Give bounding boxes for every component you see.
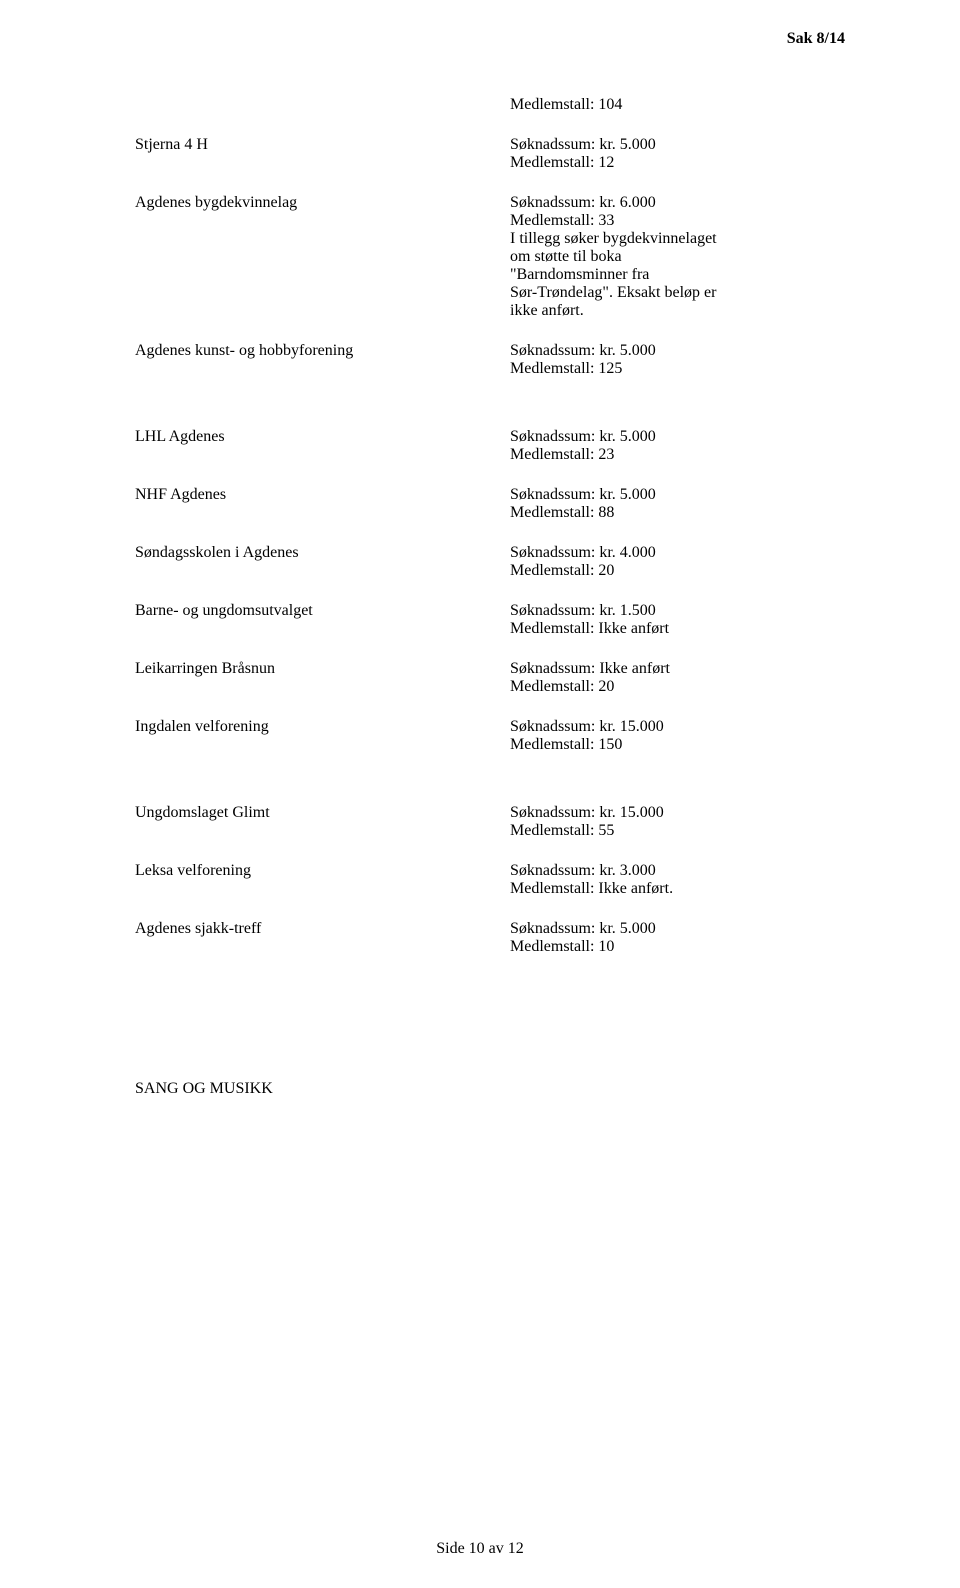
entry-row: Barne- og ungdomsutvalget Søknadssum: kr…	[135, 602, 845, 638]
entry-row: Agdenes bygdekvinnelag Søknadssum: kr. 6…	[135, 194, 845, 320]
entry-line: om støtte til boka	[510, 248, 845, 266]
entry-line: Medlemstall: Ikke anført	[510, 620, 845, 638]
entry-line: Medlemstall: 150	[510, 736, 845, 754]
entry-row: Agdenes kunst- og hobbyforening Søknadss…	[135, 342, 845, 378]
entry-name: Agdenes kunst- og hobbyforening	[135, 342, 510, 378]
entry-line: Medlemstall: 55	[510, 822, 845, 840]
entry-line: I tillegg søker bygdekvinnelaget	[510, 230, 845, 248]
entry-line: Medlemstall: Ikke anført.	[510, 880, 845, 898]
entry-line: Søknadssum: Ikke anført	[510, 660, 845, 678]
entry-name: Leksa velforening	[135, 862, 510, 898]
entry-line: Søknadssum: kr. 4.000	[510, 544, 845, 562]
entry-name: Leikarringen Bråsnun	[135, 660, 510, 696]
entry-row: Søndagsskolen i Agdenes Søknadssum: kr. …	[135, 544, 845, 580]
entry-line: "Barndomsminner fra	[510, 266, 845, 284]
entry-line: Søknadssum: kr. 15.000	[510, 718, 845, 736]
entry-line: Søknadssum: kr. 6.000	[510, 194, 845, 212]
entry-row: Ingdalen velforening Søknadssum: kr. 15.…	[135, 718, 845, 754]
entry-row: NHF Agdenes Søknadssum: kr. 5.000 Medlem…	[135, 486, 845, 522]
page-header-sak: Sak 8/14	[135, 30, 845, 48]
entry-details: Søknadssum: kr. 5.000 Medlemstall: 10	[510, 920, 845, 956]
entry-line: Søknadssum: kr. 5.000	[510, 920, 845, 938]
entry-line: Medlemstall: 20	[510, 678, 845, 696]
entry-row: Leksa velforening Søknadssum: kr. 3.000 …	[135, 862, 845, 898]
entry-line: Medlemstall: 125	[510, 360, 845, 378]
entry-line: Søknadssum: kr. 5.000	[510, 486, 845, 504]
entry-row: LHL Agdenes Søknadssum: kr. 5.000 Medlem…	[135, 428, 845, 464]
entry-row: Leikarringen Bråsnun Søknadssum: Ikke an…	[135, 660, 845, 696]
entry-row: Stjerna 4 H Søknadssum: kr. 5.000 Medlem…	[135, 136, 845, 172]
entry-line: Medlemstall: 10	[510, 938, 845, 956]
entry-line: Medlemstall: 33	[510, 212, 845, 230]
entry-line: Søknadssum: kr. 15.000	[510, 804, 845, 822]
entry-line: Søknadssum: kr. 5.000	[510, 428, 845, 446]
entry-line: Medlemstall: 88	[510, 504, 845, 522]
entry-line: ikke anført.	[510, 302, 845, 320]
entry-details: Søknadssum: kr. 5.000 Medlemstall: 125	[510, 342, 845, 378]
entry-name: Ingdalen velforening	[135, 718, 510, 754]
entry-name: Barne- og ungdomsutvalget	[135, 602, 510, 638]
entry-details: Søknadssum: Ikke anført Medlemstall: 20	[510, 660, 845, 696]
entry-name: Agdenes bygdekvinnelag	[135, 194, 510, 320]
entry-line: Søknadssum: kr. 5.000	[510, 342, 845, 360]
page-footer: Side 10 av 12	[0, 1540, 960, 1558]
entry-details: Søknadssum: kr. 15.000 Medlemstall: 150	[510, 718, 845, 754]
entry-details: Søknadssum: kr. 3.000 Medlemstall: Ikke …	[510, 862, 845, 898]
entry-name: Stjerna 4 H	[135, 136, 510, 172]
entry-name: Agdenes sjakk-treff	[135, 920, 510, 956]
entry-details: Søknadssum: kr. 15.000 Medlemstall: 55	[510, 804, 845, 840]
entry-line: Medlemstall: 20	[510, 562, 845, 580]
entry-line: Medlemstall: 23	[510, 446, 845, 464]
entry-row: Ungdomslaget Glimt Søknadssum: kr. 15.00…	[135, 804, 845, 840]
entry-name: LHL Agdenes	[135, 428, 510, 464]
entry-name: Ungdomslaget Glimt	[135, 804, 510, 840]
entry-details: Søknadssum: kr. 1.500 Medlemstall: Ikke …	[510, 602, 845, 638]
entry-row: Agdenes sjakk-treff Søknadssum: kr. 5.00…	[135, 920, 845, 956]
entry-name: Søndagsskolen i Agdenes	[135, 544, 510, 580]
entry-details: Søknadssum: kr. 5.000 Medlemstall: 23	[510, 428, 845, 464]
standalone-medlemstall: Medlemstall: 104	[510, 96, 845, 114]
entry-details: Søknadssum: kr. 6.000 Medlemstall: 33 I …	[510, 194, 845, 320]
entry-line: Sør-Trøndelag". Eksakt beløp er	[510, 284, 845, 302]
entry-line: Søknadssum: kr. 5.000	[510, 136, 845, 154]
entry-details: Søknadssum: kr. 5.000 Medlemstall: 12	[510, 136, 845, 172]
entry-line: Søknadssum: kr. 1.500	[510, 602, 845, 620]
section-heading: SANG OG MUSIKK	[135, 1080, 845, 1098]
entry-name: NHF Agdenes	[135, 486, 510, 522]
entry-details: Søknadssum: kr. 5.000 Medlemstall: 88	[510, 486, 845, 522]
entry-line: Medlemstall: 12	[510, 154, 845, 172]
entry-details: Søknadssum: kr. 4.000 Medlemstall: 20	[510, 544, 845, 580]
entry-line: Søknadssum: kr. 3.000	[510, 862, 845, 880]
